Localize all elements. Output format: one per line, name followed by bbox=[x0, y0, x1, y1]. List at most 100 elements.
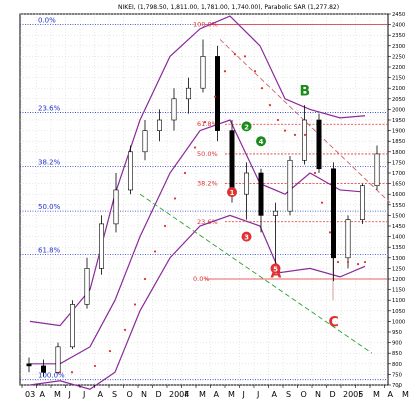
y-tick-label: 1850 bbox=[392, 139, 405, 145]
sar-layer bbox=[58, 53, 367, 374]
candle-body bbox=[186, 87, 192, 100]
sar-dot bbox=[173, 197, 177, 200]
candle-body bbox=[359, 185, 365, 220]
wave-label-number: 2 bbox=[244, 123, 249, 131]
x-tick-label: M bbox=[228, 390, 235, 399]
sar-dot bbox=[183, 171, 187, 175]
band-upper bbox=[29, 15, 366, 327]
candle-body bbox=[70, 304, 76, 348]
x-tick-label: A bbox=[40, 390, 46, 399]
y-tick-label: 1750 bbox=[392, 160, 405, 166]
x-tick-label: A bbox=[272, 390, 278, 399]
wave-label-number: 5 bbox=[273, 265, 278, 273]
y-tick-label: 1550 bbox=[392, 203, 405, 209]
sar-dot bbox=[336, 260, 340, 264]
y-tick-label: 2450 bbox=[392, 12, 405, 18]
y-tick-label: 900 bbox=[392, 341, 402, 347]
x-tick-label: 03 bbox=[25, 390, 35, 399]
y-tick-label: 1700 bbox=[392, 171, 405, 177]
candle-body bbox=[26, 363, 32, 367]
y-tick-label: 850 bbox=[392, 351, 402, 357]
wave-label-number: 3 bbox=[244, 234, 249, 242]
trendline-red bbox=[219, 39, 391, 204]
y-tick-label: 1650 bbox=[392, 182, 405, 188]
y-tick-label: 750 bbox=[392, 372, 402, 378]
y-tick-label: 1500 bbox=[392, 213, 405, 219]
fib-level-right-label: 23.6% bbox=[197, 218, 218, 226]
sar-dot bbox=[346, 260, 350, 264]
y-tick-label: 2400 bbox=[392, 23, 405, 29]
sar-dot bbox=[70, 371, 74, 374]
x-tick-label: O bbox=[301, 390, 307, 399]
candle-body bbox=[128, 151, 134, 191]
x-tick-label: M bbox=[402, 390, 409, 399]
x-tick-label: J bbox=[82, 390, 85, 399]
grid-layer bbox=[19, 13, 400, 386]
sar-dot bbox=[123, 328, 127, 331]
x-tick-label: A bbox=[98, 390, 104, 399]
x-tick-label: J bbox=[68, 390, 71, 399]
candle-body bbox=[99, 223, 105, 269]
sar-dot bbox=[356, 263, 360, 266]
fib-level-left-label: 38.2% bbox=[38, 159, 61, 167]
candle-body bbox=[113, 189, 119, 225]
wave-label-circle bbox=[241, 231, 252, 242]
y-tick-label: 2000 bbox=[392, 107, 405, 113]
y-tick-label: 2050 bbox=[392, 97, 405, 103]
y-tick-label: 1250 bbox=[392, 266, 405, 272]
candle-body bbox=[229, 130, 235, 195]
y-tick-label: 1400 bbox=[392, 235, 405, 241]
x-tick-label: O bbox=[127, 390, 133, 399]
wave-label-circle bbox=[270, 263, 281, 274]
fib-level-right-label: 50.0% bbox=[197, 150, 218, 158]
candle-body bbox=[301, 119, 307, 161]
sar-dot bbox=[213, 95, 217, 98]
sar-dot bbox=[133, 303, 137, 306]
annotation-layer: B A C 1 2 3 4 5 bbox=[227, 83, 339, 330]
candle-body bbox=[374, 153, 380, 187]
y-tick-label: 1600 bbox=[392, 192, 405, 198]
fib-level-right-label: 38.2% bbox=[197, 180, 218, 188]
band-lower bbox=[29, 214, 366, 390]
sar-dot bbox=[320, 201, 324, 204]
sar-dot bbox=[203, 121, 207, 124]
x-tick-label: D bbox=[330, 390, 336, 399]
y-tick-label: 2350 bbox=[392, 33, 405, 39]
x-tick-label: J bbox=[256, 390, 259, 399]
candle-body bbox=[258, 172, 264, 216]
y-tick-label: 1950 bbox=[392, 118, 405, 124]
sar-dot bbox=[268, 104, 272, 107]
candle-body bbox=[200, 56, 206, 89]
candle-body bbox=[215, 56, 221, 131]
x-tick-label: M bbox=[54, 390, 61, 399]
y-tick-label: 1350 bbox=[392, 245, 405, 251]
sar-dot bbox=[223, 70, 227, 73]
wave-label-letter: C bbox=[329, 314, 339, 330]
y-tick-label: 1050 bbox=[392, 309, 405, 315]
x-tick-label: M bbox=[373, 390, 380, 399]
y-tick-label: 1300 bbox=[392, 256, 405, 262]
wave-label-circle bbox=[241, 121, 252, 132]
chart-title: NIKEI, (1,798.50, 1,811.00, 1,781.00, 1,… bbox=[118, 4, 339, 11]
sar-dot bbox=[283, 129, 287, 132]
sar-dot bbox=[153, 250, 157, 253]
fib-level-right-label: 100.0% bbox=[193, 21, 218, 29]
sar-dot bbox=[193, 146, 197, 149]
sar-dot bbox=[303, 133, 307, 136]
sar-dot bbox=[108, 349, 112, 353]
wave-label-letter: B bbox=[300, 83, 311, 99]
y-tick-label: 950 bbox=[392, 330, 402, 336]
candle-layer bbox=[26, 39, 380, 377]
sar-dot bbox=[328, 231, 332, 234]
sar-dot bbox=[163, 224, 167, 228]
y-tick-label: 1800 bbox=[392, 150, 405, 156]
y-tick-label: 1150 bbox=[392, 288, 405, 294]
candle-body bbox=[272, 210, 278, 216]
wave-label-circle bbox=[227, 187, 237, 198]
x-tick-label: J bbox=[242, 390, 245, 399]
fib-level-left-label: 23.6% bbox=[38, 105, 61, 113]
x-tick-label: 2005 bbox=[343, 390, 363, 399]
candle-body bbox=[55, 346, 61, 373]
sar-dot bbox=[293, 133, 297, 136]
